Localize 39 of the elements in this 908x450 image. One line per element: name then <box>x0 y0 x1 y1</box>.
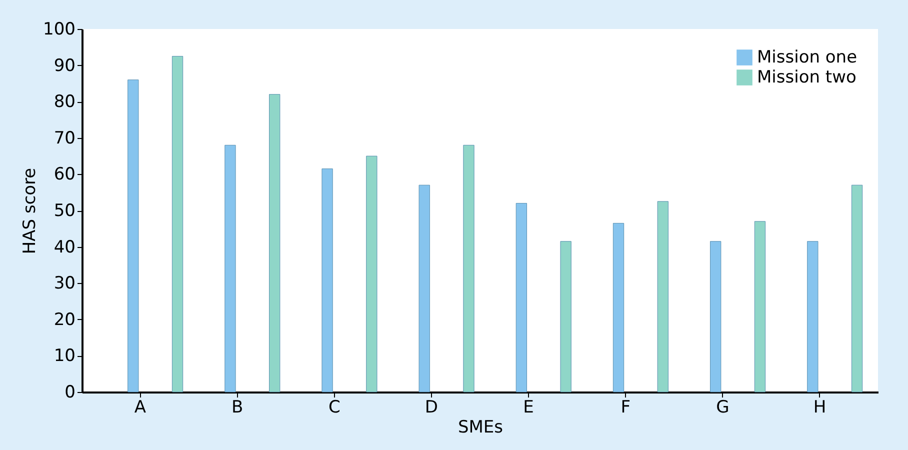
y-tick-label: 30 <box>54 274 76 294</box>
y-tick-label: 40 <box>54 237 76 258</box>
x-tick-label: G <box>716 398 730 418</box>
x-axis-title: SMEs <box>458 418 504 438</box>
bar <box>710 241 722 392</box>
x-tick-label: E <box>523 398 534 418</box>
bar <box>269 94 280 392</box>
bar <box>807 241 818 392</box>
x-tick-label: F <box>620 398 630 418</box>
bar <box>463 144 474 392</box>
y-tick-label: 70 <box>54 128 76 148</box>
y-tick-label: 0 <box>64 382 76 402</box>
bar <box>224 144 236 392</box>
bar <box>322 168 333 392</box>
bar <box>754 221 766 392</box>
x-tick-label: C <box>328 398 340 418</box>
bar <box>851 184 863 392</box>
y-tick-label: 80 <box>54 92 76 112</box>
y-tick-label: 50 <box>54 201 76 221</box>
y-tick-label: 90 <box>54 56 76 76</box>
legend-label: Mission one <box>757 48 858 68</box>
x-tick-label: B <box>231 398 244 418</box>
legend-label: Mission two <box>757 68 856 88</box>
bar <box>516 202 528 392</box>
bar <box>172 56 184 392</box>
y-axis-title: HAS score <box>20 168 40 254</box>
y-tick-label: 100 <box>43 20 76 40</box>
bar <box>128 80 139 392</box>
bar <box>418 184 430 392</box>
x-tick-label: A <box>134 398 146 418</box>
x-tick-label: D <box>424 398 438 418</box>
y-tick-label: 60 <box>54 164 76 185</box>
y-tick-label: 20 <box>54 310 76 330</box>
bar <box>366 156 378 392</box>
bar <box>657 201 668 392</box>
bar <box>612 222 624 392</box>
y-tick-label: 10 <box>54 346 76 366</box>
x-tick-label: H <box>813 398 826 418</box>
bar <box>560 241 572 392</box>
